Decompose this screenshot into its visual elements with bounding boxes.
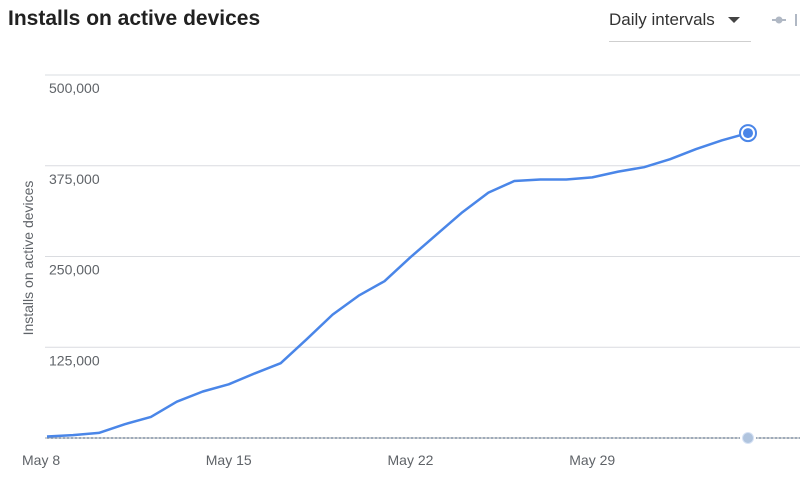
y-tick-label: 375,000 [49, 171, 100, 187]
interval-dropdown-value: Daily intervals [609, 10, 715, 29]
x-tick-label: May 15 [206, 452, 252, 468]
y-axis-ticks: 125,000 250,000 375,000 500,000 [49, 80, 100, 368]
series-point-installs-end-inner [743, 128, 753, 139]
legend-toggle[interactable] [770, 10, 800, 30]
x-tick-label: May 29 [569, 452, 615, 468]
series-point-previous-end-inner [743, 433, 753, 443]
caret-down-icon [728, 17, 740, 23]
y-tick-label: 250,000 [49, 262, 100, 278]
x-axis-ticks: May 8 May 15 May 22 May 29 [22, 452, 615, 468]
grid-lines [45, 74, 800, 439]
legend-line-dot-icon [772, 14, 797, 26]
chart-title: Installs on active devices [8, 7, 261, 30]
x-tick-label: May 22 [388, 452, 434, 468]
y-tick-label: 125,000 [49, 352, 100, 368]
y-axis-label: Installs on active devices [20, 181, 36, 336]
series-line-installs [46, 131, 749, 438]
series-layer [46, 124, 800, 446]
x-tick-label: May 8 [22, 452, 60, 468]
y-tick-label: 500,000 [49, 80, 100, 96]
interval-dropdown[interactable]: Daily intervals [609, 8, 751, 42]
